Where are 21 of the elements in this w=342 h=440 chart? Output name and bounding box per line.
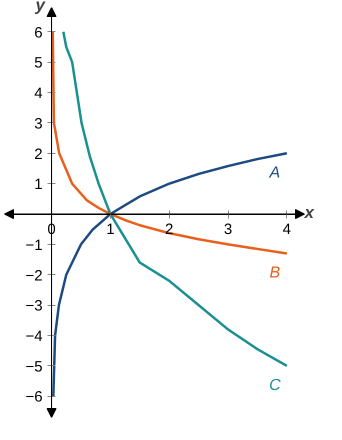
y-axis-title: y xyxy=(34,0,47,14)
y-tick-label: 3 xyxy=(34,115,43,132)
series-label: A xyxy=(268,164,280,182)
y-tick-label: −5 xyxy=(25,358,43,376)
x-tick-label: 3 xyxy=(224,221,232,238)
series-label: B xyxy=(270,264,281,282)
line-series xyxy=(62,30,288,368)
x-tick-label: 4 xyxy=(282,221,292,238)
x-tick-label: 1 xyxy=(106,221,115,238)
y-tick-label: −1 xyxy=(25,236,43,254)
y-tick-label: 5 xyxy=(34,54,43,72)
y-tick-label: −3 xyxy=(25,298,43,315)
y-tick-label: −6 xyxy=(25,388,43,406)
y-tick-label: −2 xyxy=(25,267,43,284)
y-tick-label: 6 xyxy=(34,24,43,42)
y-tick-label: 2 xyxy=(34,146,43,163)
y-tick-label: 4 xyxy=(34,85,43,102)
y-tick-label: 1 xyxy=(34,176,43,194)
y-tick-label: −4 xyxy=(25,328,43,345)
series-label: C xyxy=(269,376,282,394)
x-axis-title: x xyxy=(304,203,316,222)
